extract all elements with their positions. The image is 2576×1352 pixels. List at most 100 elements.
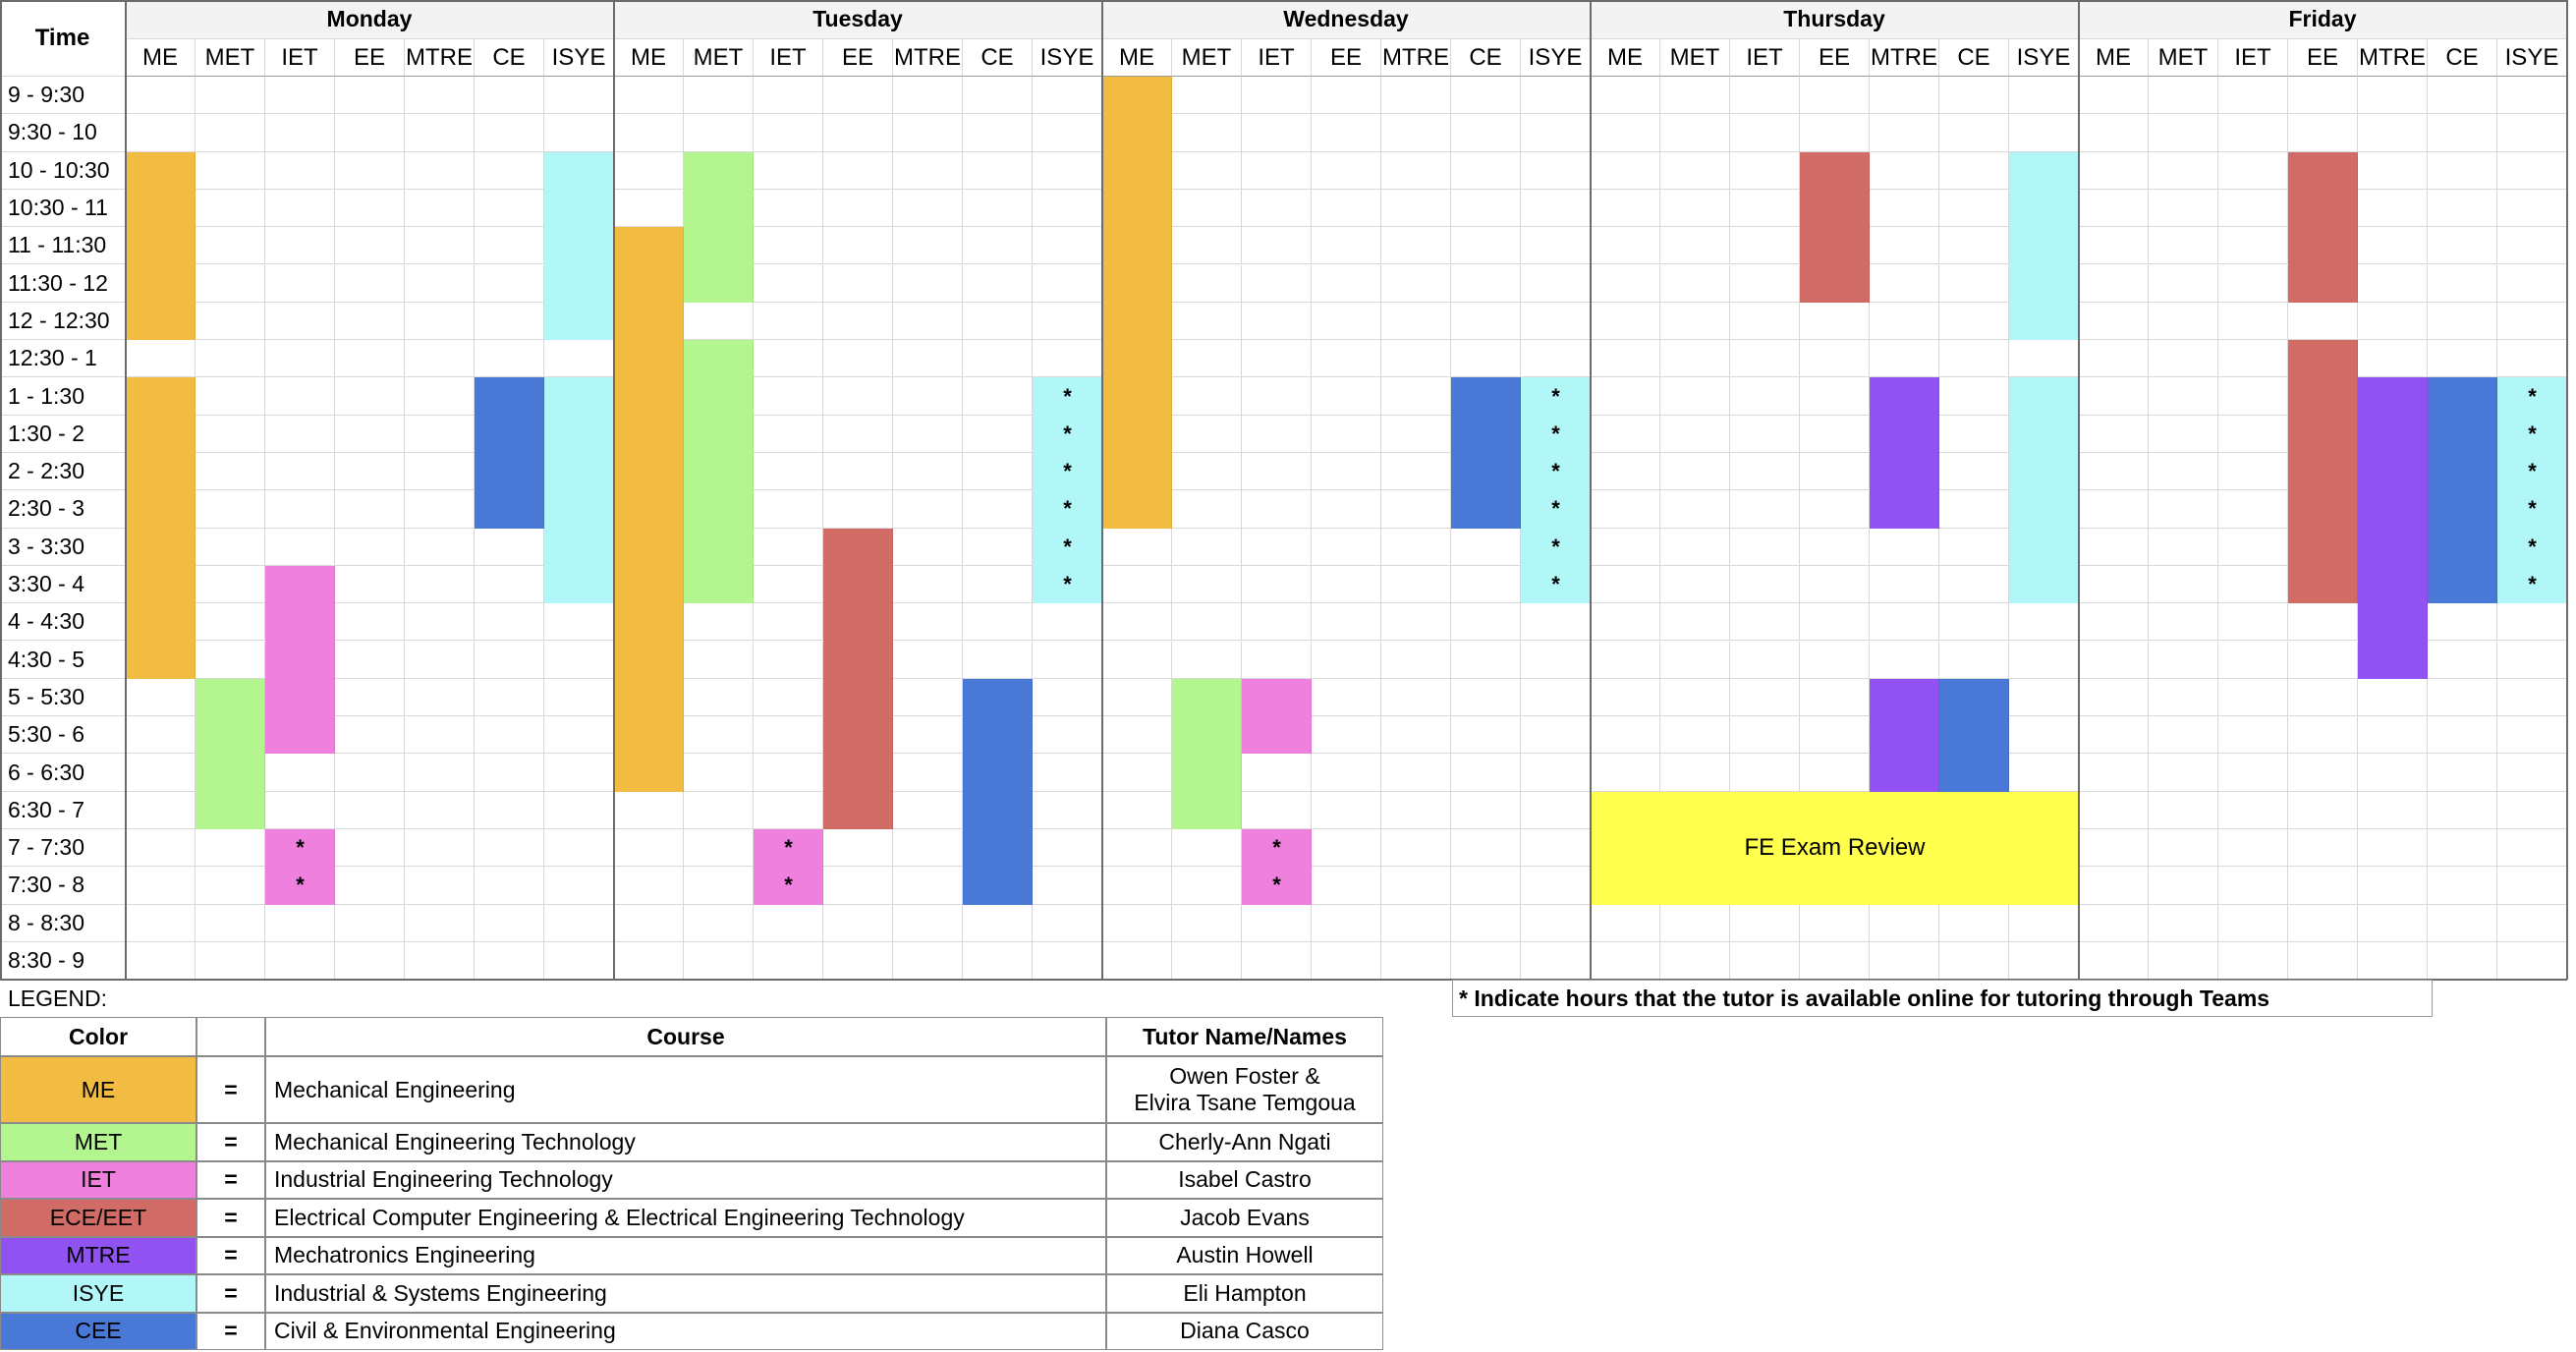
schedule-cell[interactable] [963,227,1033,265]
schedule-cell[interactable] [1312,565,1381,604]
schedule-cell[interactable] [2218,227,2288,265]
day-header-thursday[interactable]: Thursday [1591,0,2079,39]
schedule-cell[interactable] [1730,641,1800,679]
schedule-cell[interactable] [1730,453,1800,491]
schedule-cell[interactable] [1591,151,1660,190]
schedule-cell[interactable] [126,77,196,115]
tutoring-block-ce[interactable] [1451,377,1521,529]
schedule-cell[interactable] [2079,415,2149,453]
schedule-cell[interactable] [1730,603,1800,642]
schedule-cell[interactable] [823,77,893,115]
schedule-cell[interactable] [1242,453,1312,491]
schedule-cell[interactable] [1242,603,1312,642]
tutoring-block-ce[interactable] [2428,377,2497,604]
schedule-cell[interactable] [335,151,405,190]
schedule-cell[interactable] [1660,490,1730,529]
schedule-cell[interactable] [2218,528,2288,566]
schedule-cell[interactable] [754,227,823,265]
schedule-cell[interactable] [1172,603,1242,642]
schedule-cell[interactable] [754,453,823,491]
schedule-cell[interactable] [2149,791,2218,829]
schedule-cell[interactable] [126,791,196,829]
schedule-cell[interactable] [2079,941,2149,981]
schedule-cell[interactable] [265,791,335,829]
schedule-cell[interactable] [2149,528,2218,566]
schedule-cell[interactable] [1102,603,1172,642]
schedule-cell[interactable] [405,941,475,981]
schedule-cell[interactable] [2428,114,2497,152]
schedule-cell[interactable] [2218,114,2288,152]
schedule-cell[interactable] [126,754,196,792]
schedule-cell[interactable] [2288,603,2358,642]
schedule-cell[interactable] [335,791,405,829]
schedule-cell[interactable] [126,114,196,152]
schedule-cell[interactable] [1939,641,2009,679]
schedule-cell[interactable] [2218,867,2288,905]
schedule-cell[interactable] [1521,114,1591,152]
schedule-cell[interactable] [2497,302,2567,341]
schedule-cell[interactable] [1242,490,1312,529]
schedule-cell[interactable] [1660,453,1730,491]
schedule-cell[interactable] [335,340,405,378]
schedule-cell[interactable] [475,528,544,566]
schedule-cell[interactable] [2149,453,2218,491]
schedule-cell[interactable] [1381,264,1451,303]
schedule-cell[interactable] [1730,941,1800,981]
schedule-cell[interactable] [544,678,614,717]
schedule-cell[interactable] [2079,867,2149,905]
schedule-cell[interactable] [196,453,265,491]
schedule-cell[interactable] [1591,340,1660,378]
schedule-cell[interactable] [1312,490,1381,529]
schedule-cell[interactable] [1591,453,1660,491]
schedule-cell[interactable] [1939,904,2009,942]
schedule-cell[interactable] [963,114,1033,152]
schedule-cell[interactable] [1660,754,1730,792]
schedule-cell[interactable] [1591,716,1660,755]
schedule-cell[interactable] [2288,754,2358,792]
schedule-cell[interactable] [1312,941,1381,981]
schedule-cell[interactable] [1660,340,1730,378]
schedule-cell[interactable] [1521,227,1591,265]
schedule-cell[interactable] [1870,641,1939,679]
schedule-cell[interactable] [1591,941,1660,981]
schedule-cell[interactable] [475,791,544,829]
schedule-cell[interactable] [893,754,963,792]
schedule-cell[interactable] [1521,904,1591,942]
schedule-cell[interactable] [1730,528,1800,566]
schedule-cell[interactable] [1451,603,1521,642]
schedule-cell[interactable] [1451,77,1521,115]
schedule-cell[interactable] [544,754,614,792]
time-slot-label[interactable]: 12:30 - 1 [0,340,126,378]
schedule-cell[interactable] [1242,641,1312,679]
subject-header-wednesday-mtre[interactable]: MTRE [1381,39,1451,77]
schedule-cell[interactable] [2218,189,2288,228]
schedule-cell[interactable] [544,340,614,378]
schedule-cell[interactable] [2079,490,2149,529]
fe-exam-review-block[interactable]: FE Exam Review [1591,791,2079,905]
schedule-cell[interactable] [1800,641,1870,679]
schedule-cell[interactable] [405,678,475,717]
schedule-cell[interactable] [823,904,893,942]
schedule-cell[interactable] [1730,114,1800,152]
schedule-cell[interactable] [1939,377,2009,416]
schedule-cell[interactable] [754,302,823,341]
schedule-cell[interactable] [2079,603,2149,642]
schedule-cell[interactable] [893,264,963,303]
schedule-cell[interactable] [405,867,475,905]
schedule-cell[interactable] [2288,678,2358,717]
schedule-cell[interactable] [963,302,1033,341]
schedule-cell[interactable] [2497,603,2567,642]
schedule-cell[interactable] [1730,490,1800,529]
schedule-cell[interactable] [893,453,963,491]
schedule-cell[interactable] [1312,716,1381,755]
time-slot-label[interactable]: 2 - 2:30 [0,453,126,491]
schedule-cell[interactable] [754,377,823,416]
schedule-cell[interactable] [684,904,754,942]
time-slot-label[interactable]: 11:30 - 12 [0,264,126,303]
schedule-cell[interactable] [1312,77,1381,115]
schedule-cell[interactable] [1730,904,1800,942]
subject-header-wednesday-met[interactable]: MET [1172,39,1242,77]
time-slot-label[interactable]: 8:30 - 9 [0,941,126,981]
schedule-cell[interactable] [265,941,335,981]
schedule-cell[interactable] [893,791,963,829]
